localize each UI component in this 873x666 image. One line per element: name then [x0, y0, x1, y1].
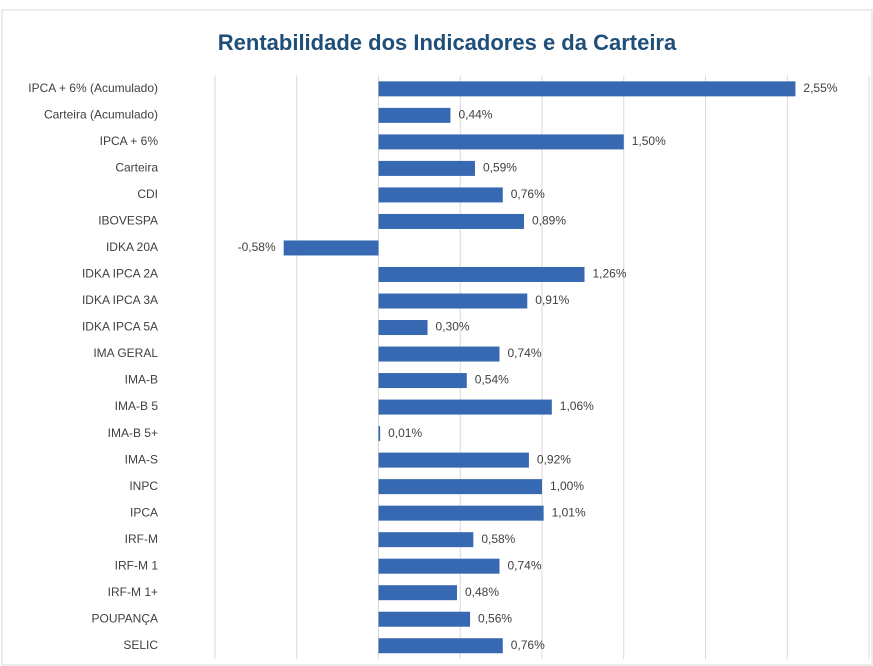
y-tick-label: SELIC [123, 638, 158, 652]
value-label: 0,59% [483, 161, 517, 175]
value-label: 0,44% [458, 108, 492, 122]
bar [378, 426, 381, 442]
y-tick-label: IRF-M 1 [115, 558, 159, 572]
value-label: 1,00% [550, 479, 584, 493]
bar [378, 558, 500, 574]
y-tick-label: IDKA 20A [106, 240, 158, 254]
value-label: 0,01% [388, 426, 422, 440]
bar [378, 638, 503, 654]
y-tick-label: POUPANÇA [92, 611, 158, 625]
value-label: 1,01% [552, 505, 586, 519]
bar [378, 479, 542, 495]
y-tick-label: Carteira (Acumulado) [44, 108, 158, 122]
value-label: 1,06% [560, 399, 594, 413]
y-tick-label: IDKA IPCA 5A [82, 320, 158, 334]
bar [378, 81, 796, 97]
bar [378, 505, 544, 521]
bar [378, 107, 451, 123]
y-tick-label: IMA-B 5+ [108, 426, 158, 440]
value-label: 0,30% [436, 320, 470, 334]
value-label: -0,58% [238, 240, 276, 254]
bar [378, 160, 475, 176]
value-label: 0,74% [507, 346, 541, 360]
y-tick-label: IMA-S [125, 452, 158, 466]
value-label: 0,58% [481, 532, 515, 546]
value-label: 0,76% [511, 638, 545, 652]
y-tick-label: INPC [129, 479, 158, 493]
bar [378, 293, 528, 309]
bar [378, 266, 585, 282]
value-label: 0,89% [532, 214, 566, 228]
bar [378, 134, 624, 150]
bar [378, 213, 525, 229]
bar [378, 320, 428, 336]
value-label: 0,74% [507, 558, 541, 572]
bar [378, 187, 503, 203]
bar [378, 452, 529, 468]
y-tick-label: Carteira [115, 161, 158, 175]
y-tick-label: IMA-B 5 [115, 399, 159, 413]
y-tick-label: IPCA + 6% [100, 134, 159, 148]
y-tick-label: IPCA [130, 505, 158, 519]
bar [283, 240, 379, 256]
chart-title: Rentabilidade dos Indicadores e da Carte… [218, 30, 677, 55]
y-tick-label: IDKA IPCA 2A [82, 267, 158, 281]
bar [378, 611, 471, 627]
bar [378, 532, 474, 548]
value-label: 0,56% [478, 611, 512, 625]
y-tick-label: IPCA + 6% (Acumulado) [28, 81, 158, 95]
value-label: 0,91% [535, 293, 569, 307]
chart-border [1, 9, 873, 666]
y-tick-label: IMA GERAL [93, 346, 158, 360]
value-label: 1,50% [632, 134, 666, 148]
bar [378, 585, 457, 601]
y-tick-label: IRF-M 1+ [108, 585, 158, 599]
y-tick-label: IBOVESPA [98, 214, 158, 228]
value-label: 0,48% [465, 585, 499, 599]
value-label: 1,26% [593, 267, 627, 281]
value-label: 0,76% [511, 187, 545, 201]
bar [378, 399, 552, 415]
y-tick-label: IDKA IPCA 3A [82, 293, 158, 307]
bar [378, 373, 467, 389]
y-tick-label: IRF-M [125, 532, 158, 546]
y-tick-label: IMA-B [125, 373, 158, 387]
bar [378, 346, 500, 362]
value-label: 2,55% [803, 81, 837, 95]
value-label: 0,54% [475, 373, 509, 387]
y-tick-label: CDI [137, 187, 158, 201]
value-label: 0,92% [537, 452, 571, 466]
